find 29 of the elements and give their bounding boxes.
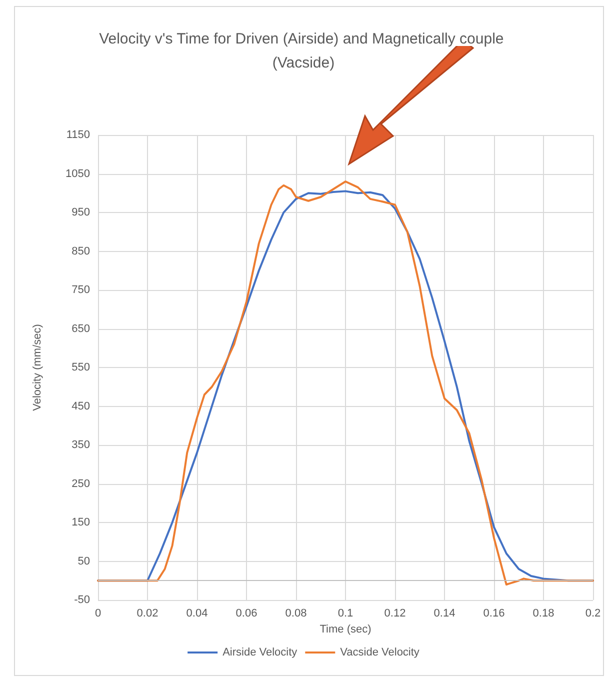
y-tick-label: 950 xyxy=(72,206,90,218)
y-axis-title: Velocity (mm/sec) xyxy=(32,324,44,411)
x-tick-label: 0.06 xyxy=(236,608,258,620)
x-tick-label: 0.02 xyxy=(136,608,158,620)
x-tick-label: 0.14 xyxy=(434,608,456,620)
x-tick-label: 0.2 xyxy=(585,608,601,620)
y-tick-label: 550 xyxy=(72,362,90,374)
x-tick-label: 0.12 xyxy=(384,608,406,620)
y-tick-label: 450 xyxy=(72,400,90,412)
legend-label: Vacside Velocity xyxy=(340,646,420,658)
y-tick-label: 650 xyxy=(72,322,90,335)
chart-title: Velocity v's Time for Driven (Airside) and Magnetically couple (Vacside) xyxy=(99,30,508,72)
y-tick-label: 1150 xyxy=(66,129,90,141)
y-tick-label: 250 xyxy=(72,478,90,490)
y-tick-label: 350 xyxy=(72,439,90,451)
y-tick-label: -50 xyxy=(74,594,90,606)
y-tick-label: 1050 xyxy=(66,168,90,180)
legend-label: Airside Velocity xyxy=(222,646,298,658)
y-tick-label: 850 xyxy=(72,245,90,258)
x-tick-label: 0.08 xyxy=(285,608,307,620)
x-tick-label: 0 xyxy=(94,608,102,620)
x-tick-label: 0.16 xyxy=(483,608,505,620)
y-tick-label: 50 xyxy=(78,555,90,568)
x-tick-label: 0.04 xyxy=(186,608,208,620)
y-tick-label: 150 xyxy=(72,516,90,528)
x-tick-label: 0.18 xyxy=(532,608,554,620)
x-tick-label: 0.1 xyxy=(338,608,354,620)
x-axis-title: Time (sec) xyxy=(320,623,372,636)
y-tick-label: 750 xyxy=(72,284,90,296)
